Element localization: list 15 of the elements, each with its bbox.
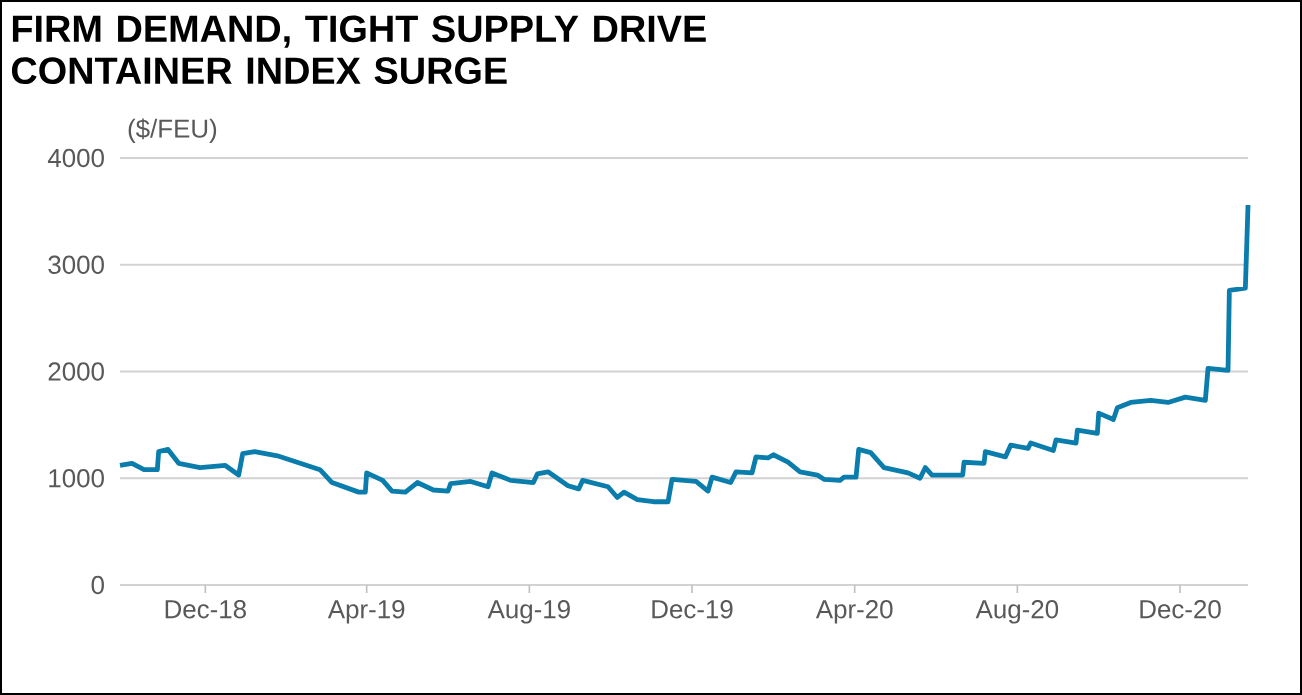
x-tick-label: Dec-20: [1140, 600, 1221, 619]
x-tick-label: Apr-19: [327, 600, 405, 624]
y-tick-label: 4000: [47, 148, 104, 168]
x-tick-label: Dec-19: [652, 600, 733, 619]
x-tick-label: Apr-20: [815, 600, 893, 624]
y-tick-label: 2000: [48, 362, 104, 381]
y-tick-label: 1000: [49, 469, 104, 488]
line-series: [117, 202, 1251, 505]
y-tick-label: 0: [91, 575, 104, 595]
chart-title: FIRM DEMAND, TIGHT SUPPLY DRIVE CONTAINER INDEX SURGE: [11, 15, 706, 85]
x-tick-label: Dec-18: [165, 600, 246, 619]
y-tick-label: 3000: [48, 255, 104, 274]
y-axis-title: ($/FEU): [128, 118, 217, 143]
x-tick-label: Aug-19: [487, 600, 570, 624]
x-tick-label: Aug-20: [975, 600, 1059, 624]
